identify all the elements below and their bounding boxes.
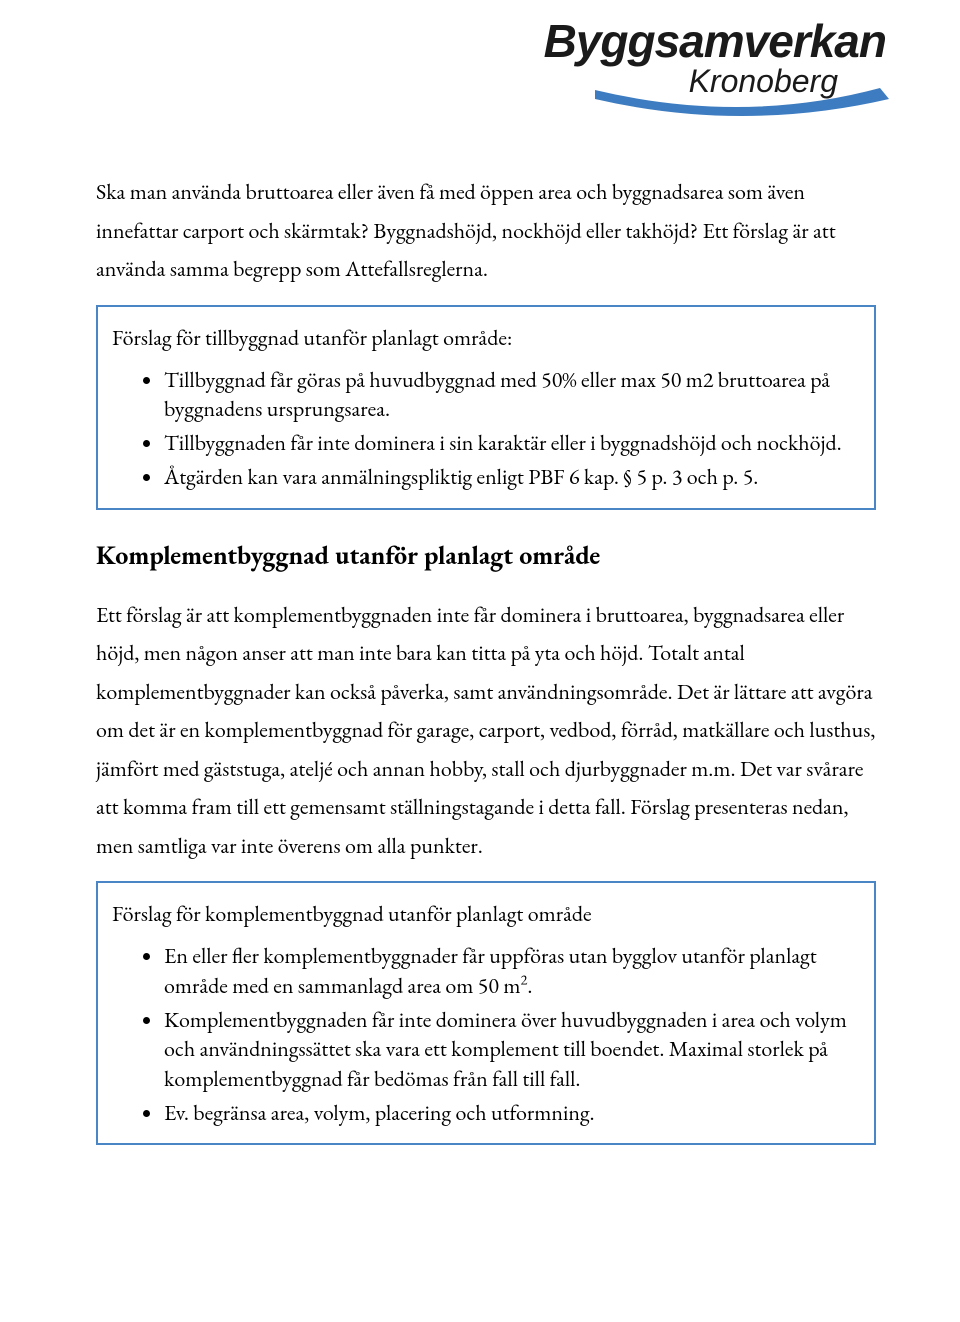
- callout-box-2: Förslag för komplementbyggnad utanför pl…: [96, 881, 876, 1145]
- callout2-intro: Förslag för komplementbyggnad utanför pl…: [112, 897, 860, 931]
- swoosh-icon: [592, 85, 892, 119]
- list-item: Tillbyggnad får göras på huvudbyggnad me…: [164, 363, 860, 426]
- list-item: Komplementbyggnaden får inte dominera öv…: [164, 1003, 860, 1096]
- logo-title: Byggsamverkan: [544, 18, 886, 64]
- list-item: Åtgärden kan vara anmälningspliktig enli…: [164, 460, 860, 494]
- brand-logo: Byggsamverkan Kronoberg: [544, 18, 886, 113]
- document-page: Byggsamverkan Kronoberg Ska man använda …: [0, 0, 960, 1213]
- swoosh-path: [595, 88, 889, 116]
- logo-container: Byggsamverkan Kronoberg: [96, 18, 886, 113]
- callout1-intro: Förslag för tillbyggnad utanför planlagt…: [112, 321, 860, 355]
- list-item: En eller fler komplementbyggnader får up…: [164, 939, 860, 1002]
- callout-box-1: Förslag för tillbyggnad utanför planlagt…: [96, 305, 876, 510]
- callout2-list: En eller fler komplementbyggnader får up…: [112, 939, 860, 1129]
- intro-paragraph: Ska man använda bruttoarea eller även få…: [96, 173, 876, 289]
- section-heading: Komplementbyggnad utanför planlagt områd…: [96, 538, 876, 572]
- section-paragraph: Ett förslag är att komplementbyggnaden i…: [96, 596, 876, 866]
- list-item: Tillbyggnaden får inte dominera i sin ka…: [164, 426, 860, 460]
- callout1-list: Tillbyggnad får göras på huvudbyggnad me…: [112, 363, 860, 494]
- list-item: Ev. begränsa area, volym, placering och …: [164, 1096, 860, 1130]
